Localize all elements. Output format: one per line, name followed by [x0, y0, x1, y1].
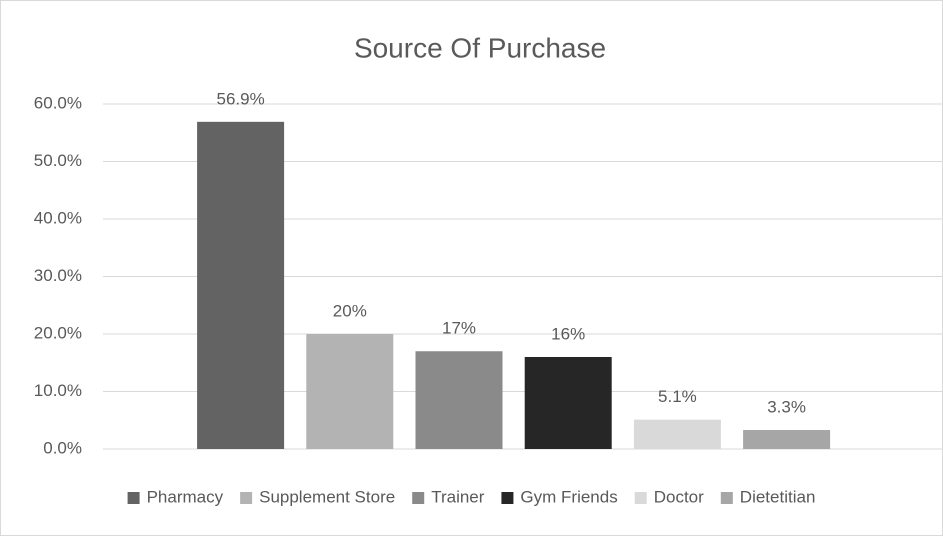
bar [743, 430, 831, 449]
legend-label: Supplement Store [259, 487, 395, 506]
legend-label: Doctor [654, 487, 704, 506]
y-tick-label: 30.0% [34, 266, 82, 285]
y-tick-label: 60.0% [34, 93, 82, 112]
legend-swatch [501, 492, 514, 504]
legend-label: Dietetitian [740, 487, 816, 506]
bar [524, 357, 612, 449]
bar [197, 121, 285, 449]
y-tick-label: 40.0% [34, 208, 82, 227]
data-label: 20% [333, 301, 367, 320]
legend-swatch [127, 492, 140, 504]
y-tick-label: 50.0% [34, 151, 82, 170]
legend-swatch [240, 492, 253, 504]
y-tick-label: 0.0% [43, 438, 82, 457]
data-label: 16% [551, 324, 585, 343]
data-label: 56.9% [216, 89, 264, 108]
data-label: 17% [442, 319, 476, 338]
legend-label: Trainer [431, 487, 485, 506]
bar [306, 334, 394, 449]
chart-title: Source Of Purchase [354, 32, 606, 63]
y-tick-label: 10.0% [34, 381, 82, 400]
legend-label: Pharmacy [147, 487, 224, 506]
data-label: 5.1% [658, 387, 697, 406]
y-tick-label: 20.0% [34, 323, 82, 342]
legend-label: Gym Friends [520, 487, 617, 506]
data-label: 3.3% [767, 398, 806, 417]
legend-swatch [412, 492, 425, 504]
bar [633, 419, 721, 449]
legend-swatch [720, 492, 733, 504]
bar [415, 351, 503, 449]
legend-swatch [634, 492, 647, 504]
